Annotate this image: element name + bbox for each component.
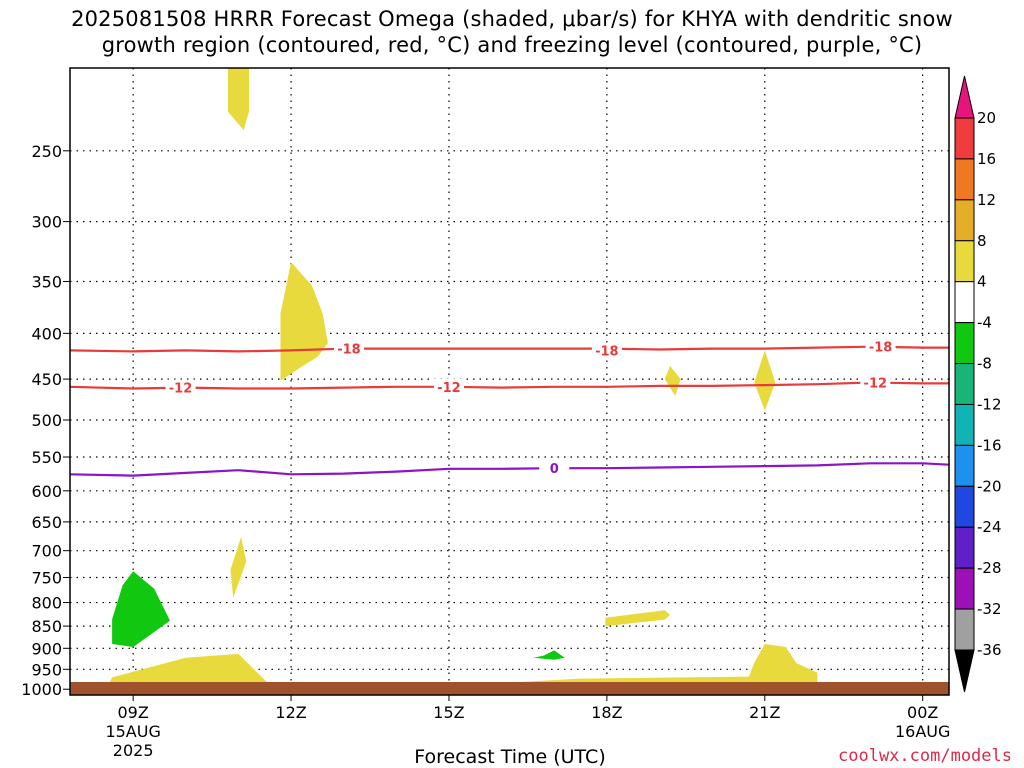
colorbar-label-16: 16: [977, 150, 996, 168]
colorbar-box-0: [954, 117, 975, 160]
contour-line--12: [70, 381, 949, 390]
y-tick-label-250: 250: [31, 142, 62, 161]
contour-label--18-2: -18: [869, 341, 893, 356]
y-tick-label-450: 450: [31, 370, 62, 389]
chart-title-line1: 2025081508 HRRR Forecast Omega (shaded, …: [71, 7, 953, 31]
colorbar-label-12: 12: [977, 191, 996, 209]
contour-line-0: [70, 462, 949, 477]
omega-region-4: [230, 537, 247, 598]
colorbar-box-4: [954, 281, 975, 324]
colorbar-label-4: 4: [977, 273, 987, 291]
x-tick-label-18Z: 18Z: [591, 703, 622, 722]
x-tick-label-15Z: 15Z: [433, 703, 464, 722]
colorbar-box-3: [954, 240, 975, 283]
y-tick-label-750: 750: [31, 568, 62, 587]
y-tick-label-400: 400: [31, 324, 62, 343]
y-tick-label-500: 500: [31, 411, 62, 430]
axis-layer: 250 300 350 400 450 500 550 600 650 700 750 800 850 9…: [21, 142, 950, 760]
y-tick-label-350: 350: [31, 272, 62, 291]
y-tick-label-800: 800: [31, 594, 62, 613]
x-tick-date-09Z: 15AUG: [105, 722, 160, 741]
omega-region-9: [533, 650, 565, 660]
colorbar-box-10: [954, 526, 975, 569]
colorbar-label--12: -12: [977, 395, 1002, 413]
y-tick-label-700: 700: [31, 542, 62, 561]
colorbar-label--28: -28: [977, 559, 1002, 577]
contour-label-bg--18-1: [591, 342, 622, 359]
contour-label-bg--12-0: [165, 379, 196, 396]
colorbar-box-2: [954, 199, 975, 242]
contour-label--18-1: -18: [595, 344, 619, 359]
ground-bar: [70, 682, 949, 695]
contour-label-bg-0-0: [539, 460, 570, 477]
colorbar-label--32: -32: [977, 600, 1002, 618]
contour-label-bg--18-2: [865, 338, 896, 355]
chart-title-line2: growth region (contoured, red, °C) and f…: [101, 33, 923, 57]
omega-region-2: [664, 365, 681, 396]
y-tick-label-850: 850: [31, 617, 62, 636]
colorbar-box-9: [954, 485, 975, 528]
contour-label-bg--12-2: [860, 374, 891, 391]
colorbar-label-8: 8: [977, 232, 987, 250]
colorbar-label--20: -20: [977, 477, 1002, 495]
colorbar-box-8: [954, 444, 975, 487]
y-tick-label-600: 600: [31, 482, 62, 501]
colorbar-box-7: [954, 403, 975, 446]
colorbar-box-5: [954, 322, 975, 365]
colorbar-bottom-arrow: [954, 649, 975, 693]
contour-label-bg--12-1: [433, 378, 464, 395]
contour-line--18: [70, 345, 949, 353]
contour-layer: -18 -18 -18 -12 -12 -12 0: [70, 338, 949, 477]
contour-label-bg--18-0: [333, 340, 364, 357]
omega-region-8: [112, 571, 170, 647]
colorbar-box-12: [954, 608, 975, 651]
x-tick-label-00Z: 00Z: [907, 703, 938, 722]
chart-title: 2025081508 HRRR Forecast Omega (shaded, …: [0, 6, 1024, 58]
colorbar-top-arrow: [954, 75, 975, 119]
omega-region-6: [605, 610, 670, 627]
colorbar-box-1: [954, 158, 975, 201]
source-credit: coolwx.com/models: [838, 746, 1012, 766]
contour-label--18-0: -18: [337, 343, 361, 358]
x-tick-date-00Z: 16AUG: [895, 722, 950, 741]
contour-label-0-0: 0: [550, 462, 559, 477]
omega-region-7: [491, 644, 818, 690]
omega-region-0: [227, 68, 249, 131]
colorbar-label--36: -36: [977, 641, 1002, 659]
omega-region-3: [754, 350, 776, 411]
colorbar: 20 16 12 8 4 -4 -8 -12 -16 -20 -24 -28 -32 -36: [954, 75, 1002, 693]
x-axis-title: Forecast Time (UTC): [414, 746, 606, 768]
colorbar-box-6: [954, 363, 975, 405]
colorbar-box-11: [954, 567, 975, 610]
x-tick-year-09Z: 2025: [113, 741, 154, 760]
x-tick-label-12Z: 12Z: [275, 703, 306, 722]
y-tick-label-650: 650: [31, 513, 62, 532]
plot-area: [70, 68, 949, 695]
x-tick-label-21Z: 21Z: [749, 703, 780, 722]
colorbar-label--16: -16: [977, 436, 1002, 454]
omega-region-5: [106, 653, 270, 690]
y-tick-label-950: 950: [31, 660, 62, 679]
colorbar-label--4: -4: [977, 314, 992, 332]
y-tick-label-550: 550: [31, 448, 62, 467]
y-tick-label-1000: 1000: [21, 680, 62, 699]
colorbar-label--8: -8: [977, 355, 992, 373]
contour-label--12-1: -12: [437, 381, 461, 396]
colorbar-label-20: 20: [977, 109, 996, 127]
x-tick-label-09Z: 09Z: [117, 703, 148, 722]
plot-border: [69, 67, 950, 696]
y-tick-label-300: 300: [31, 213, 62, 232]
contour-label--12-0: -12: [169, 382, 193, 397]
colorbar-label--24: -24: [977, 518, 1002, 536]
y-tick-label-900: 900: [31, 639, 62, 658]
contour-label--12-2: -12: [864, 377, 888, 392]
